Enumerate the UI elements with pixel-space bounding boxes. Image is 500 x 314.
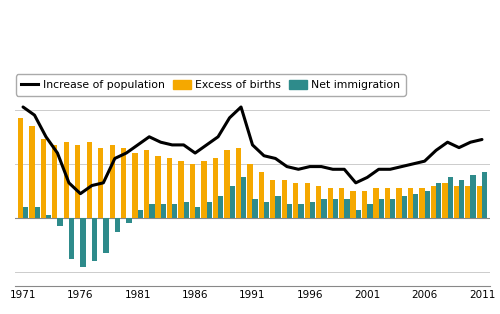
Bar [322, 199, 326, 218]
Bar [252, 199, 258, 218]
Bar [46, 215, 52, 218]
Bar [230, 186, 235, 218]
Bar [58, 218, 62, 226]
Bar [339, 188, 344, 218]
Bar [465, 186, 470, 218]
Bar [367, 204, 372, 218]
Bar [80, 218, 86, 267]
Bar [298, 204, 304, 218]
Bar [86, 142, 92, 218]
Bar [156, 156, 160, 218]
Bar [69, 218, 74, 259]
Bar [236, 148, 241, 218]
Bar [264, 202, 270, 218]
Bar [23, 207, 28, 218]
Bar [92, 218, 97, 261]
Bar [258, 172, 264, 218]
Bar [396, 188, 402, 218]
Bar [75, 145, 80, 218]
Bar [413, 194, 418, 218]
Bar [316, 186, 322, 218]
Bar [202, 161, 206, 218]
Bar [333, 199, 338, 218]
Bar [218, 196, 224, 218]
Bar [172, 204, 178, 218]
Bar [167, 159, 172, 218]
Bar [149, 204, 154, 218]
Bar [144, 150, 149, 218]
Bar [115, 218, 120, 232]
Bar [385, 188, 390, 218]
Bar [241, 177, 246, 218]
Bar [40, 139, 46, 218]
Bar [126, 218, 132, 224]
Bar [270, 180, 276, 218]
Bar [420, 188, 424, 218]
Bar [190, 164, 195, 218]
Bar [431, 186, 436, 218]
Bar [482, 172, 487, 218]
Bar [178, 161, 184, 218]
Bar [390, 199, 396, 218]
Bar [304, 183, 310, 218]
Bar [378, 199, 384, 218]
Legend: Increase of population, Excess of births, Net immigration: Increase of population, Excess of births… [16, 74, 406, 95]
Bar [195, 207, 200, 218]
Bar [98, 148, 103, 218]
Bar [293, 183, 298, 218]
Bar [287, 204, 292, 218]
Bar [276, 196, 280, 218]
Bar [310, 202, 315, 218]
Bar [350, 191, 356, 218]
Bar [362, 191, 367, 218]
Bar [206, 202, 212, 218]
Bar [34, 207, 40, 218]
Bar [448, 177, 453, 218]
Bar [138, 210, 143, 218]
Bar [184, 202, 189, 218]
Bar [110, 145, 115, 218]
Bar [247, 164, 252, 218]
Bar [436, 183, 442, 218]
Bar [160, 204, 166, 218]
Bar [344, 199, 350, 218]
Bar [282, 180, 287, 218]
Bar [18, 118, 23, 218]
Bar [454, 186, 459, 218]
Bar [224, 150, 230, 218]
Bar [213, 159, 218, 218]
Bar [402, 196, 407, 218]
Bar [374, 188, 378, 218]
Bar [424, 191, 430, 218]
Bar [52, 145, 58, 218]
Bar [470, 175, 476, 218]
Bar [64, 142, 69, 218]
Bar [132, 153, 138, 218]
Bar [442, 183, 448, 218]
Bar [29, 126, 34, 218]
Bar [476, 186, 482, 218]
Bar [328, 188, 333, 218]
Bar [459, 180, 464, 218]
Bar [356, 210, 361, 218]
Bar [104, 218, 108, 253]
Bar [121, 148, 126, 218]
Bar [408, 188, 413, 218]
